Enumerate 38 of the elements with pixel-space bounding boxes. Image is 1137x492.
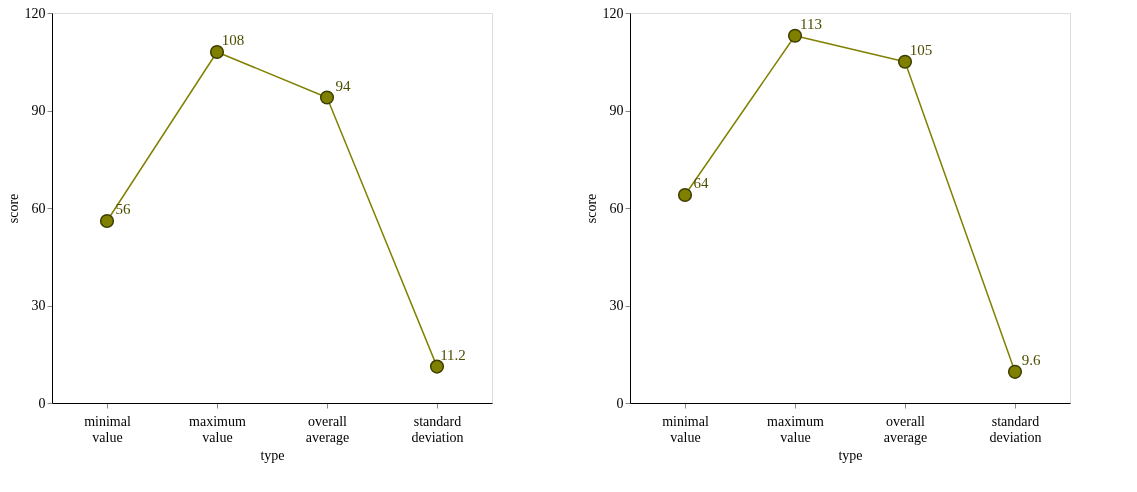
x-tick-label: minimal value: [662, 413, 709, 445]
point: [99, 213, 115, 229]
y-tick-label: 60: [31, 200, 46, 216]
x-axis-title: type: [260, 447, 285, 463]
y-tick-label: 120: [602, 5, 624, 21]
data-label: 108: [221, 32, 245, 48]
point: [1007, 364, 1023, 379]
point: [897, 54, 913, 69]
data-label: 9.6: [1021, 351, 1041, 368]
data-label: 56: [115, 201, 131, 217]
point: [429, 359, 445, 374]
y-tick-label: 60: [609, 200, 624, 216]
y-tick-label: 120: [24, 5, 46, 21]
x-tick-label: maximum value: [189, 413, 246, 445]
x-tick-label: standard deviation: [411, 413, 464, 445]
y-tick-label: 0: [616, 395, 624, 411]
y-tick-label: 30: [31, 298, 46, 313]
x-tick-label: standard deviation: [989, 413, 1042, 445]
x-axis-title: type: [838, 447, 863, 463]
y-tick-label: 30: [609, 298, 624, 313]
point: [209, 44, 225, 60]
y-tick-label: 0: [38, 395, 46, 411]
data-label: 64: [693, 175, 709, 191]
y-axis-title: score: [583, 193, 599, 224]
data-label: 113: [800, 15, 822, 32]
y-tick-label: 90: [31, 103, 46, 118]
x-tick-label: overall average: [305, 413, 350, 445]
y-axis-title: score: [5, 193, 21, 224]
point: [677, 187, 693, 203]
point: [787, 28, 803, 43]
data-label: 105: [909, 41, 933, 58]
y-tick-label: 90: [609, 103, 624, 118]
x-tick-label: overall average: [883, 413, 928, 445]
data-label: 94: [335, 77, 351, 94]
data-label: 11.2: [440, 346, 466, 363]
x-tick-label: minimal value: [84, 413, 131, 445]
point: [319, 90, 335, 105]
x-tick-label: maximum value: [767, 413, 824, 445]
